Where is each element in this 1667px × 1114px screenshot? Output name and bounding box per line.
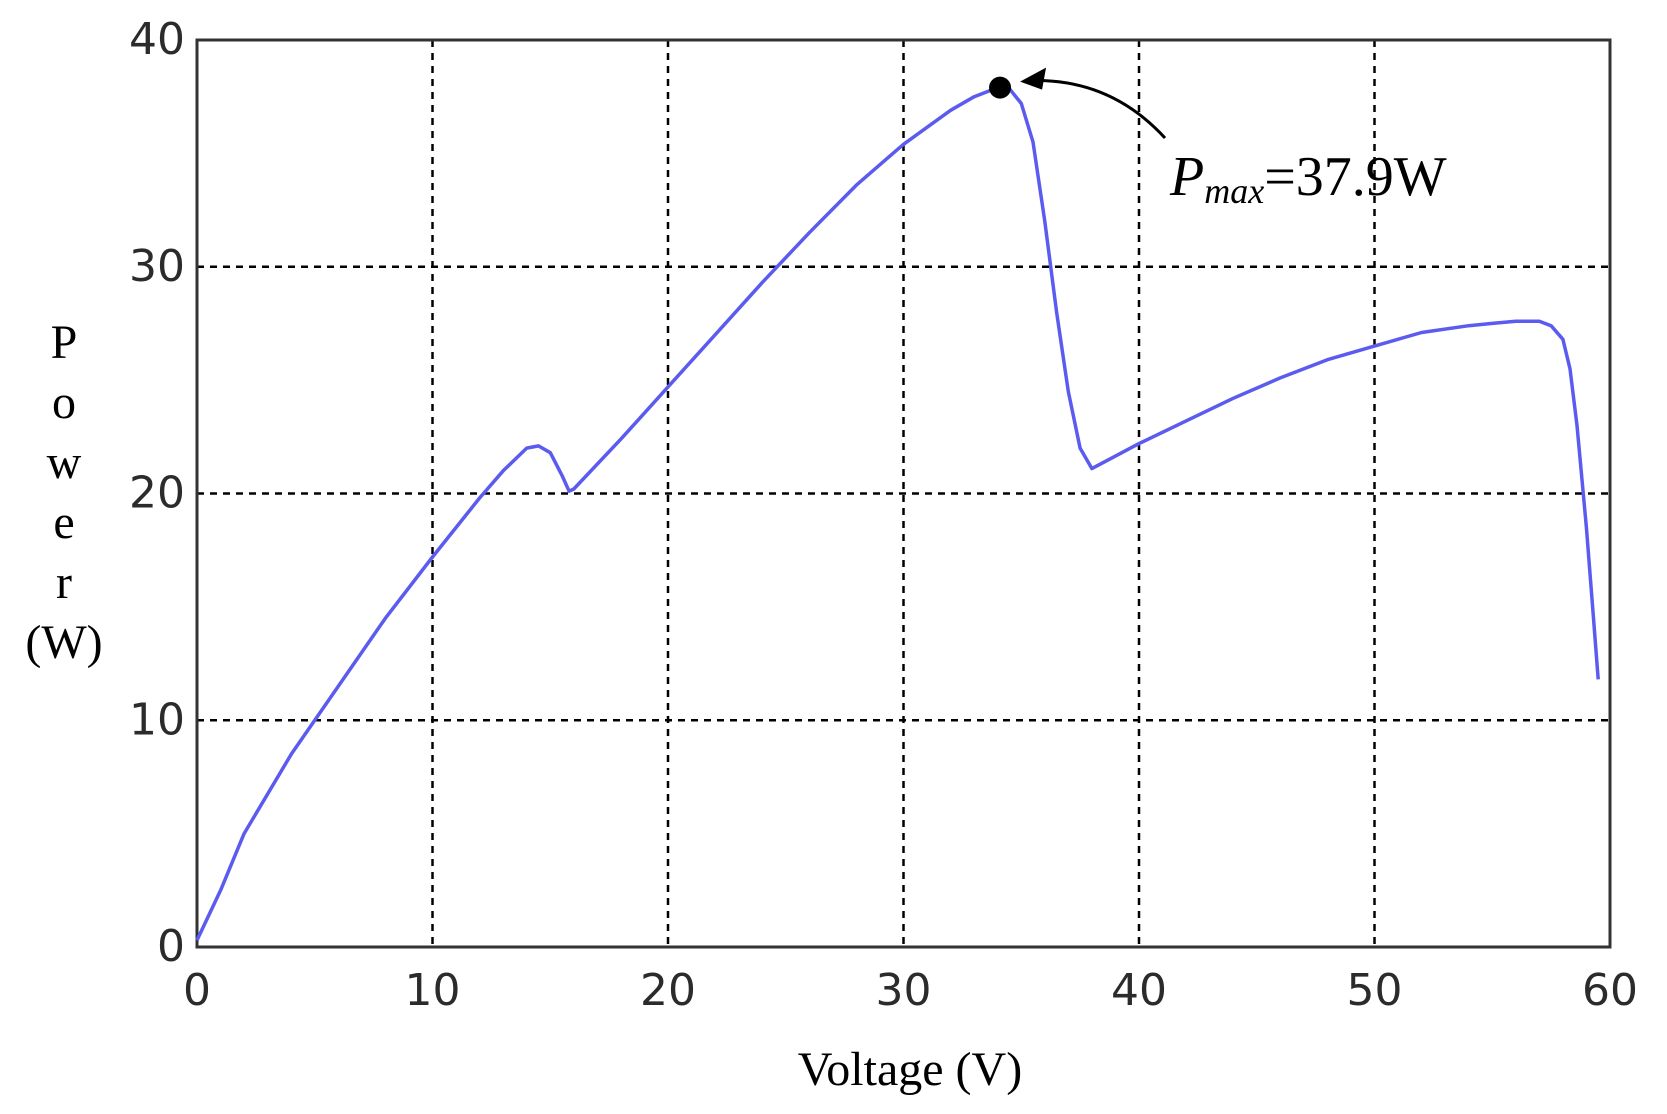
pmax-marker: [989, 76, 1012, 99]
pmax-label-value: =37.9W: [1264, 146, 1447, 208]
pmax-arrow: [1030, 79, 1167, 140]
y-tick-label: 10: [129, 694, 185, 745]
series-line: [195, 85, 1600, 941]
y-axis-label-char: r: [56, 556, 72, 609]
x-tick-label: 10: [405, 965, 461, 1016]
x-tick-label: 60: [1582, 965, 1638, 1016]
pmax-label: Pmax=37.9W: [1169, 146, 1447, 211]
pmax-arrowhead: [1020, 67, 1047, 90]
x-tick-label: 50: [1347, 965, 1403, 1016]
grid: [197, 40, 1610, 947]
x-tick-label: 20: [640, 965, 696, 1016]
y-axis-label-char: e: [53, 496, 74, 549]
y-axis-label-char: (W): [25, 616, 102, 669]
y-axis-label-char: o: [52, 376, 76, 429]
x-axis-label: Voltage (V): [798, 1043, 1022, 1096]
plot-frame: [195, 38, 1612, 949]
y-axis-label-char: P: [51, 316, 78, 369]
y-tick-label: 40: [129, 14, 185, 65]
x-tick-label: 0: [183, 965, 211, 1016]
pmax-label-sub: max: [1204, 171, 1264, 211]
pmax-label-main: P: [1169, 146, 1204, 208]
x-tick-label: 30: [876, 965, 932, 1016]
y-tick-label: 20: [129, 468, 185, 519]
y-tick-label: 0: [157, 921, 185, 972]
y-tick-labels: 0 10 20 30 40: [129, 14, 185, 972]
pmax-annotation: Pmax=37.9W: [989, 67, 1447, 211]
y-tick-label: 30: [129, 241, 185, 292]
y-axis-label-char: w: [47, 436, 82, 489]
x-tick-label: 40: [1111, 965, 1167, 1016]
x-tick-labels: 0 10 20 30 40 50 60: [183, 965, 1638, 1016]
